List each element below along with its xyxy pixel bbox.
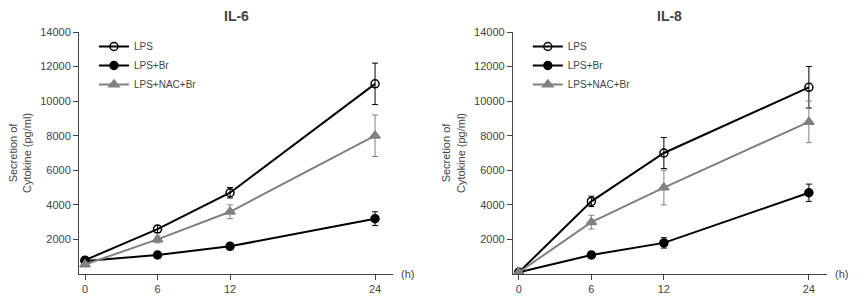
svg-text:LPS+Br: LPS+Br (568, 60, 603, 71)
svg-text:2000: 2000 (46, 233, 70, 245)
svg-text:8000: 8000 (46, 130, 70, 142)
svg-text:Secretion ofCytokine (pg/ml): Secretion ofCytokine (pg/ml) (7, 113, 33, 193)
svg-text:0: 0 (82, 283, 88, 295)
svg-text:10000: 10000 (40, 95, 71, 107)
svg-text:2000: 2000 (480, 233, 504, 245)
svg-text:LPS+Br: LPS+Br (134, 60, 169, 71)
svg-text:6000: 6000 (46, 164, 70, 176)
svg-text:LPS+NAC+Br: LPS+NAC+Br (134, 79, 196, 90)
svg-text:Secretion ofCytokine (pg/ml): Secretion ofCytokine (pg/ml) (440, 113, 466, 193)
svg-text:IL-8: IL-8 (657, 8, 682, 24)
svg-text:LPS+NAC+Br: LPS+NAC+Br (568, 79, 630, 90)
svg-text:10000: 10000 (474, 95, 505, 107)
svg-text:12000: 12000 (474, 60, 505, 72)
svg-text:12: 12 (658, 283, 670, 295)
svg-text:24: 24 (369, 283, 381, 295)
svg-text:0: 0 (516, 283, 522, 295)
svg-text:IL-6: IL-6 (224, 8, 249, 24)
svg-text:(h): (h) (401, 268, 414, 280)
svg-text:24: 24 (803, 283, 815, 295)
svg-text:6000: 6000 (480, 164, 504, 176)
svg-text:12000: 12000 (40, 60, 71, 72)
svg-text:(h): (h) (835, 268, 848, 280)
svg-text:6: 6 (154, 283, 160, 295)
svg-text:6: 6 (588, 283, 594, 295)
svg-text:12: 12 (224, 283, 236, 295)
svg-text:LPS: LPS (134, 41, 153, 52)
svg-text:8000: 8000 (480, 130, 504, 142)
svg-text:4000: 4000 (46, 199, 70, 211)
svg-text:4000: 4000 (480, 199, 504, 211)
svg-text:LPS: LPS (568, 41, 587, 52)
svg-text:14000: 14000 (40, 26, 71, 38)
svg-text:14000: 14000 (474, 26, 505, 38)
